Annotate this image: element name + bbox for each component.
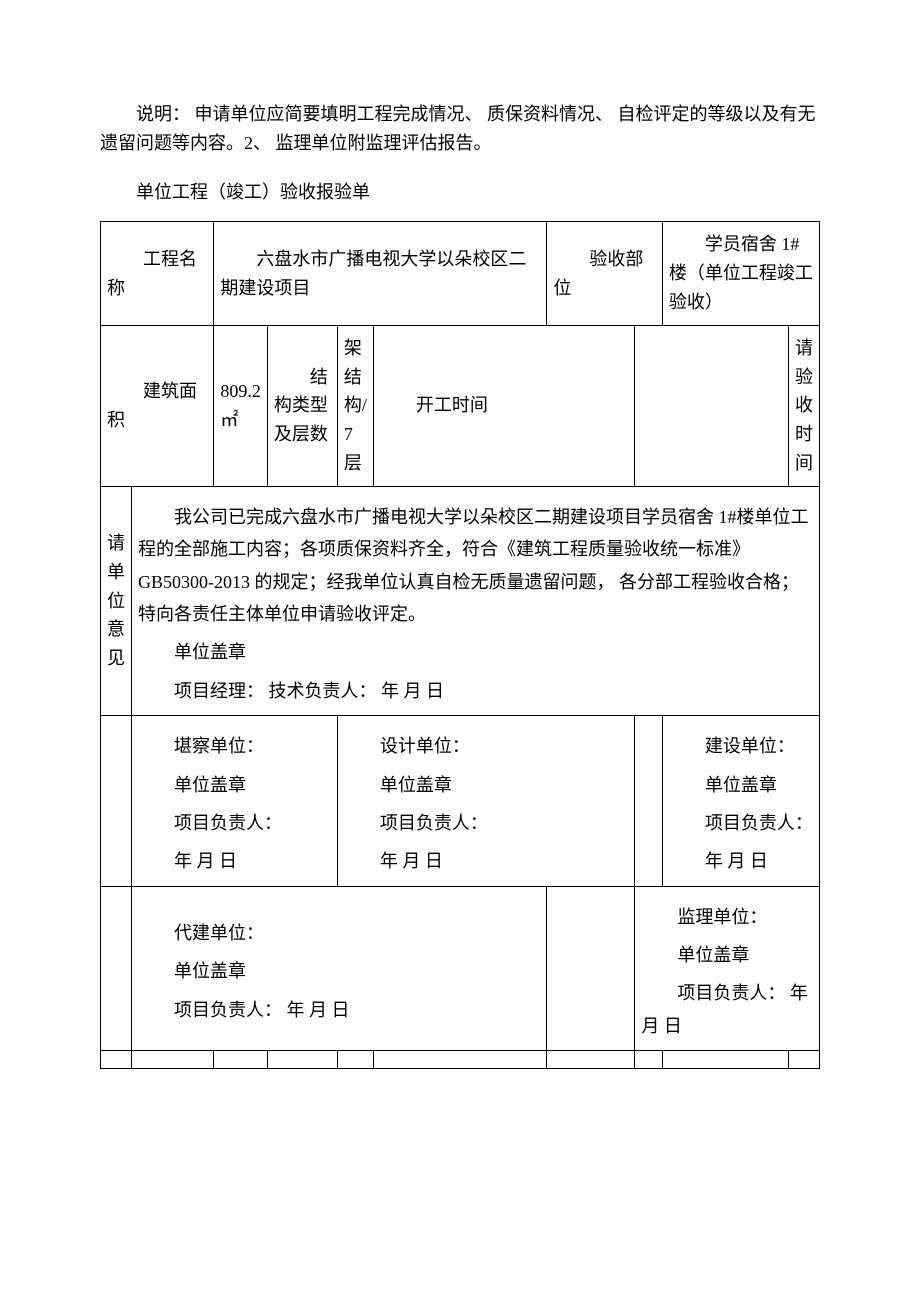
supervise-unit-stamp: 单位盖章 — [641, 939, 813, 971]
building-area-value: 809.2㎡ — [220, 377, 261, 435]
design-unit-date: 年 月 日 — [344, 845, 628, 877]
design-unit-stamp: 单位盖章 — [344, 769, 628, 801]
request-opinion-label: 请单位意见 — [107, 529, 125, 673]
supervise-unit-manager: 项目负责人： 年 月 日 — [641, 977, 813, 1042]
build-unit-label: 建设单位： — [669, 730, 813, 762]
design-unit-label: 设计单位： — [344, 730, 628, 762]
project-name-value: 六盘水市广播电视大学以朵校区二期建设项目 — [220, 245, 540, 303]
document-title: 单位工程（竣工）验收报验单 — [100, 178, 820, 207]
table-row: 请单位意见 我公司已完成六盘水市广播电视大学以朵校区二期建设项目学员宿舍 1#楼… — [101, 486, 820, 715]
table-row: 堪察单位： 单位盖章 项目负责人： 年 月 日 设计单位： 单位盖章 项目负责人… — [101, 716, 820, 887]
structure-type-value: 架结构/ 7层 — [344, 334, 367, 478]
project-name-label: 工程名称 — [107, 245, 207, 303]
survey-unit-manager: 项目负责人： — [138, 807, 331, 839]
table-row: 工程名称 六盘水市广播电视大学以朵校区二期建设项目 验收部位 学员宿舍 1#楼（… — [101, 222, 820, 325]
intro-paragraph: 说明： 申请单位应简要填明工程完成情况、 质保资料情况、 自检评定的等级以及有无… — [100, 100, 820, 158]
table-row: 建筑面积 809.2㎡ 结构类型及层数 架结构/ 7层 开工时间 请验收时间 — [101, 325, 820, 486]
request-opinion-content: 我公司已完成六盘水市广播电视大学以朵校区二期建设项目学员宿舍 1#楼单位工程的全… — [138, 501, 813, 631]
request-opinion-stamp: 单位盖章 — [138, 636, 813, 668]
table-row: 代建单位： 单位盖章 项目负责人： 年 月 日 监理单位： 单位盖章 项目负责人… — [101, 886, 820, 1051]
table-row — [101, 1051, 820, 1069]
acceptance-part-value: 学员宿舍 1#楼（单位工程竣工验收） — [669, 230, 813, 316]
request-accept-time-label: 请验收时间 — [795, 334, 813, 478]
supervise-unit-label: 监理单位： — [641, 901, 813, 933]
agent-unit-manager: 项目负责人： 年 月 日 — [138, 994, 540, 1026]
building-area-label: 建筑面积 — [107, 377, 207, 435]
survey-unit-label: 堪察单位： — [138, 730, 331, 762]
survey-unit-stamp: 单位盖章 — [138, 769, 331, 801]
main-table: 工程名称 六盘水市广播电视大学以朵校区二期建设项目 验收部位 学员宿舍 1#楼（… — [100, 221, 820, 1069]
start-time-label: 开工时间 — [380, 391, 628, 420]
structure-type-label: 结构类型及层数 — [274, 363, 331, 449]
acceptance-part-label: 验收部位 — [553, 245, 656, 303]
build-unit-manager: 项目负责人： — [669, 807, 813, 839]
build-unit-date: 年 月 日 — [669, 845, 813, 877]
agent-unit-label: 代建单位： — [138, 917, 540, 949]
survey-unit-date: 年 月 日 — [138, 845, 331, 877]
build-unit-stamp: 单位盖章 — [669, 769, 813, 801]
agent-unit-stamp: 单位盖章 — [138, 955, 540, 987]
request-opinion-sign: 项目经理： 技术负责人： 年 月 日 — [138, 675, 813, 707]
design-unit-manager: 项目负责人： — [344, 807, 628, 839]
